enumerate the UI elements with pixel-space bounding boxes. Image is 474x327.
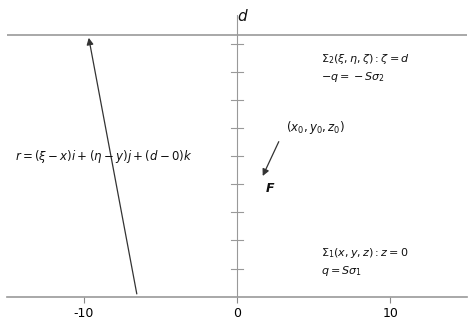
Text: $q = S\sigma_1$: $q = S\sigma_1$ [321, 264, 363, 278]
Text: $r = (\xi - x)i + (\eta - y)j + (d - 0)k$: $r = (\xi - x)i + (\eta - y)j + (d - 0)k… [15, 147, 192, 164]
Text: $\boldsymbol{F}$: $\boldsymbol{F}$ [265, 182, 276, 195]
Text: $(x_0, y_0, z_0)$: $(x_0, y_0, z_0)$ [286, 119, 345, 136]
Text: $\Sigma_1(x, y, z): z = 0$: $\Sigma_1(x, y, z): z = 0$ [321, 246, 409, 260]
Text: $\Sigma_2(\xi,\eta,\zeta): \zeta = d$: $\Sigma_2(\xi,\eta,\zeta): \zeta = d$ [321, 52, 410, 66]
Text: $-q = -S\sigma_2$: $-q = -S\sigma_2$ [321, 70, 385, 84]
Text: $d$: $d$ [237, 8, 249, 24]
